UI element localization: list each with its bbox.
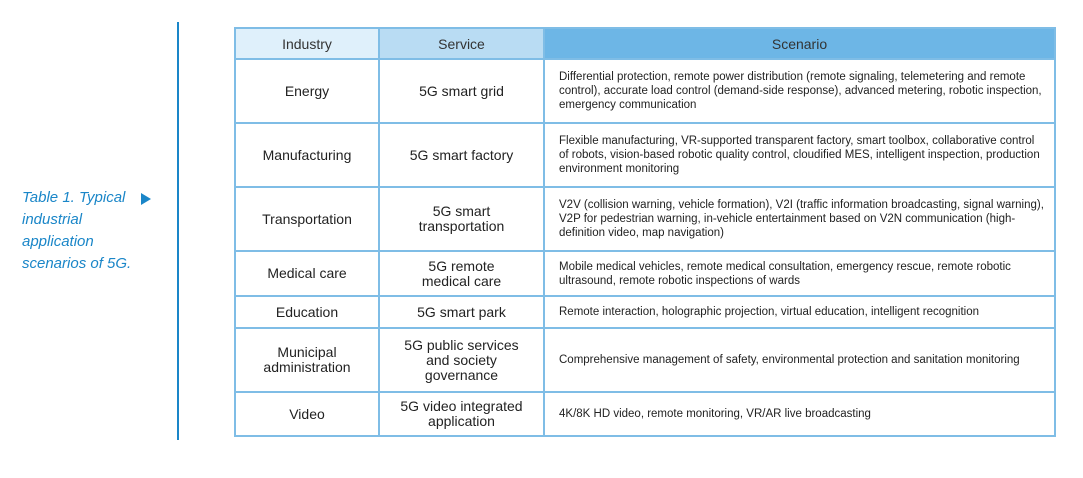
industry-cell: Transportation bbox=[234, 186, 380, 252]
industry-cell: Municipal administration bbox=[234, 327, 380, 393]
service-cell: 5G smart grid bbox=[378, 58, 545, 124]
table-row: Video 5G video integrated application 4K… bbox=[234, 391, 1056, 437]
table-row: Municipal administration 5G public servi… bbox=[234, 327, 1056, 393]
table-row: Transportation 5G smart transportation V… bbox=[234, 186, 1056, 252]
table-caption: Table 1. Typical industrial application … bbox=[22, 189, 132, 272]
service-cell: 5G public services and society governanc… bbox=[378, 327, 545, 393]
industry-cell: Medical care bbox=[234, 250, 380, 297]
service-cell: 5G smart transportation bbox=[378, 186, 545, 252]
service-cell: 5G smart factory bbox=[378, 122, 545, 188]
header-service: Service bbox=[378, 27, 545, 60]
service-cell: 5G remote medical care bbox=[378, 250, 545, 297]
table-row: Energy 5G smart grid Differential protec… bbox=[234, 58, 1056, 124]
scenario-cell: Mobile medical vehicles, remote medical … bbox=[543, 250, 1056, 297]
header-scenario: Scenario bbox=[543, 27, 1056, 60]
table-row: Manufacturing 5G smart factory Flexible … bbox=[234, 122, 1056, 188]
scenario-cell: 4K/8K HD video, remote monitoring, VR/AR… bbox=[543, 391, 1056, 437]
table-row: Medical care 5G remote medical care Mobi… bbox=[234, 250, 1056, 297]
table-header-row: Industry Service Scenario bbox=[234, 27, 1056, 60]
caption-arrow-icon bbox=[141, 193, 151, 205]
scenario-table: Industry Service Scenario Energy 5G smar… bbox=[234, 27, 1056, 437]
industry-cell: Video bbox=[234, 391, 380, 437]
service-cell: 5G video integrated application bbox=[378, 391, 545, 437]
scenario-cell: Comprehensive management of safety, envi… bbox=[543, 327, 1056, 393]
scenario-cell: Flexible manufacturing, VR-supported tra… bbox=[543, 122, 1056, 188]
industry-cell: Manufacturing bbox=[234, 122, 380, 188]
scenario-cell: V2V (collision warning, vehicle formatio… bbox=[543, 186, 1056, 252]
scenario-cell: Remote interaction, holographic projecti… bbox=[543, 295, 1056, 329]
header-industry: Industry bbox=[234, 27, 380, 60]
industry-cell: Energy bbox=[234, 58, 380, 124]
scenario-cell: Differential protection, remote power di… bbox=[543, 58, 1056, 124]
table-row: Education 5G smart park Remote interacti… bbox=[234, 295, 1056, 329]
industry-cell: Education bbox=[234, 295, 380, 329]
service-cell: 5G smart park bbox=[378, 295, 545, 329]
caption-divider bbox=[177, 22, 179, 440]
